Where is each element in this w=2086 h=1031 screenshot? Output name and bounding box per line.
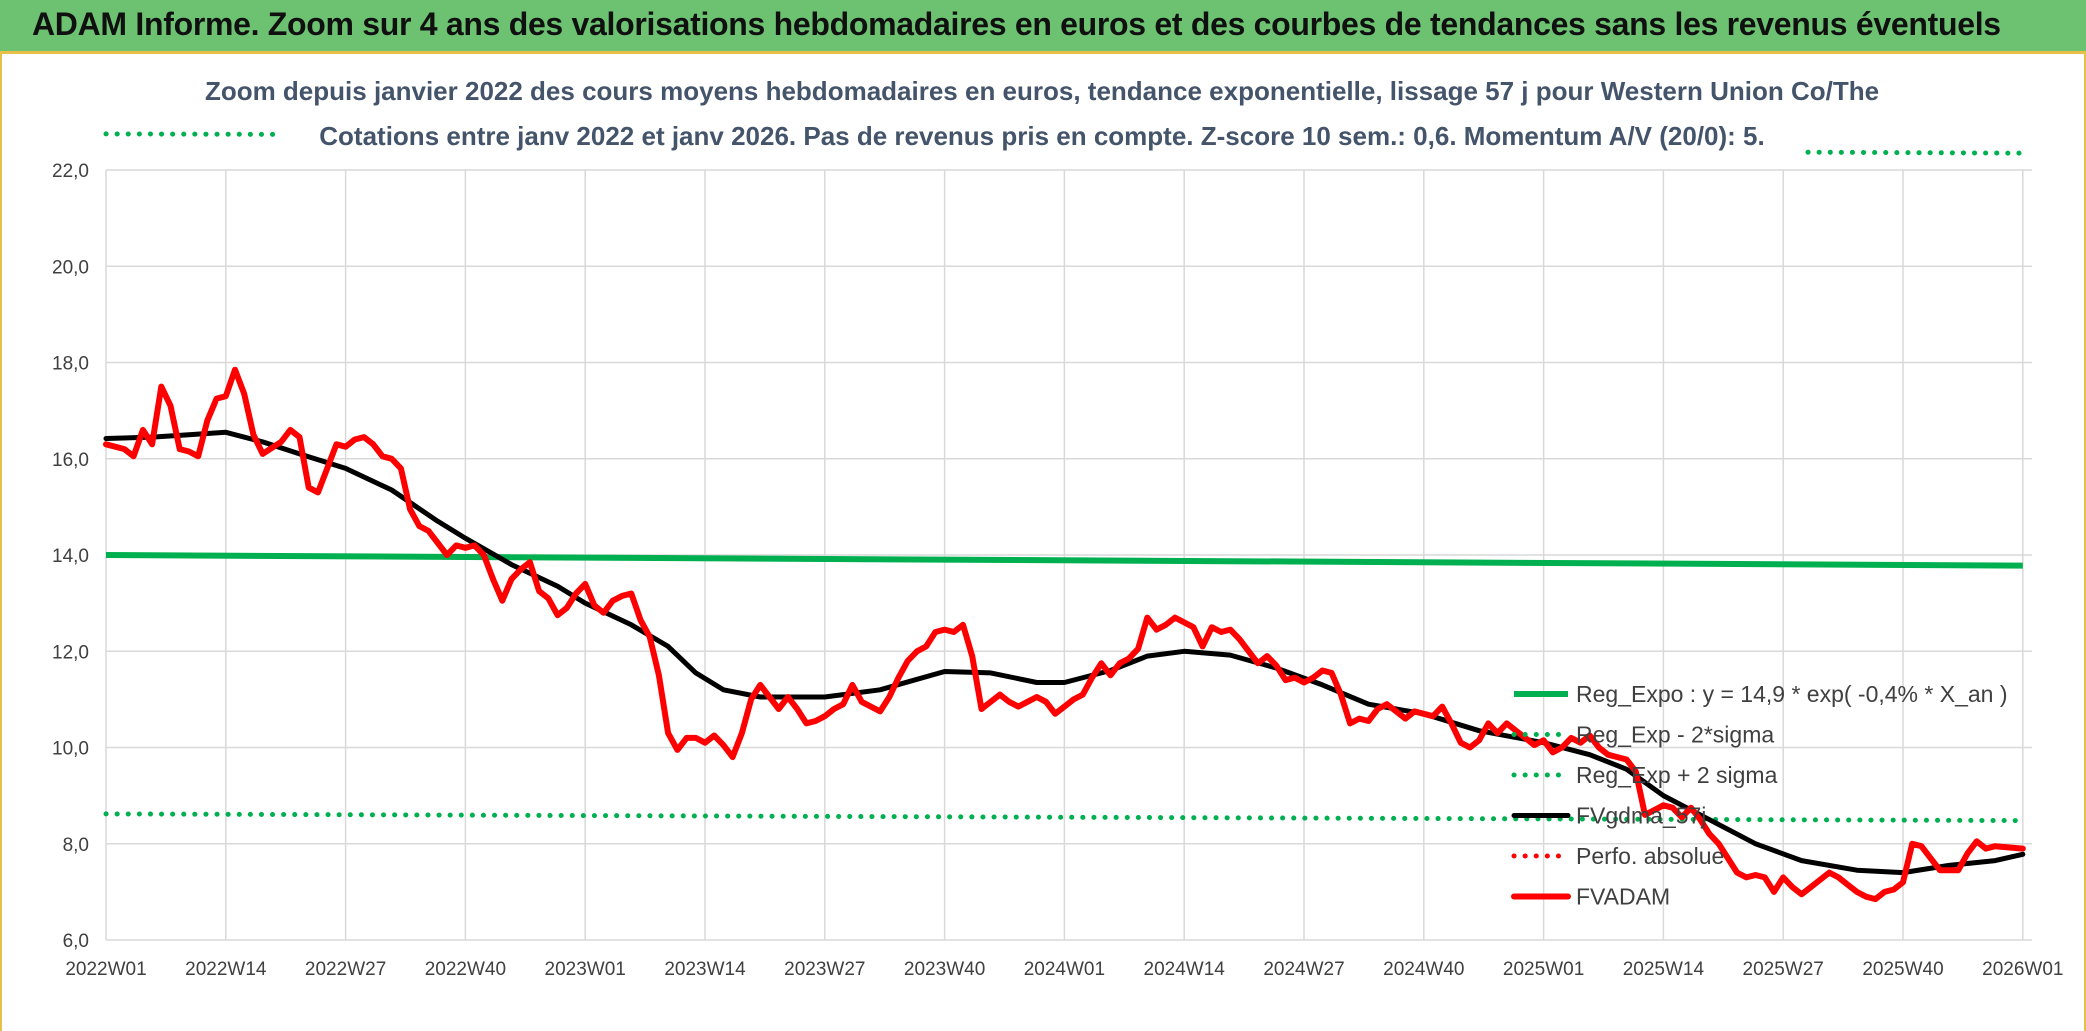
x-tick-label: 2024W40 [1383, 959, 1464, 980]
legend-perfo-label: Perfo. absolue [1576, 843, 1724, 869]
legend-reg-exp-minus-label: Reg_Exp - 2*sigma [1576, 722, 1774, 748]
chart-title: Zoom depuis janvier 2022 des cours moyen… [205, 76, 1879, 106]
x-tick-label: 2023W01 [545, 959, 626, 980]
x-tick-label: 2022W01 [65, 959, 146, 980]
y-tick-label: 10,0 [52, 739, 89, 760]
y-tick-label: 22,0 [52, 161, 89, 182]
x-tick-label: 2022W27 [305, 959, 386, 980]
legend: Reg_Expo : y = 14,9 * exp( -0,4% * X_an … [1511, 681, 2008, 910]
x-tick-label: 2025W14 [1623, 959, 1705, 980]
chart-subtitle: Cotations entre janv 2022 et janv 2026. … [319, 121, 1764, 151]
x-tick-label: 2023W14 [664, 959, 746, 980]
x-tick-label: 2025W27 [1743, 959, 1824, 980]
x-tick-label: 2023W27 [784, 959, 865, 980]
y-tick-label: 20,0 [52, 257, 89, 278]
series-lines [103, 131, 2026, 903]
y-tick-label: 14,0 [52, 546, 89, 567]
reg-expo-line [105, 552, 2023, 569]
x-tick-label: 2022W40 [425, 959, 506, 980]
x-axis: 2022W01 2022W14 2022W27 2022W40 2023W01 2023W… [65, 959, 2063, 980]
x-tick-label: 2025W40 [1862, 959, 1943, 980]
y-tick-label: 16,0 [52, 450, 89, 471]
fvadam-line [103, 366, 2026, 903]
y-tick-label: 18,0 [52, 354, 89, 375]
x-tick-label: 2024W01 [1024, 959, 1105, 980]
legend-reg-expo-label: Reg_Expo : y = 14,9 * exp( -0,4% * X_an … [1576, 681, 2008, 707]
y-tick-label: 8,0 [63, 835, 89, 856]
x-tick-label: 2026W01 [1982, 959, 2063, 980]
legend-reg-exp-plus-label: Reg_Exp + 2 sigma [1576, 762, 1778, 788]
legend-fvgdma-label: FVgdma_57j [1576, 803, 1706, 829]
reg-exp-plus-2sigma-line-right [1805, 149, 2026, 156]
legend-fvadam-label: FVADAM [1576, 884, 1670, 910]
report-title: ADAM Informe. Zoom sur 4 ans des valoris… [32, 6, 2001, 42]
x-tick-label: 2024W14 [1144, 959, 1226, 980]
y-tick-label: 6,0 [63, 931, 89, 952]
x-tick-label: 2024W27 [1263, 959, 1344, 980]
line-chart: 6,0 8,0 10,0 12,0 14,0 16,0 18,0 20,0 22,0 2022W… [52, 76, 2063, 980]
report-banner: ADAM Informe. Zoom sur 4 ans des valoris… [0, 0, 2086, 54]
x-tick-label: 2025W01 [1503, 959, 1584, 980]
x-tick-label: 2023W40 [904, 959, 985, 980]
y-axis: 6,0 8,0 10,0 12,0 14,0 16,0 18,0 20,0 22,0 [52, 161, 89, 952]
x-tick-label: 2022W14 [185, 959, 267, 980]
chart-frame: 6,0 8,0 10,0 12,0 14,0 16,0 18,0 20,0 22,0 2022W… [0, 54, 2086, 1031]
y-tick-label: 12,0 [52, 642, 89, 663]
